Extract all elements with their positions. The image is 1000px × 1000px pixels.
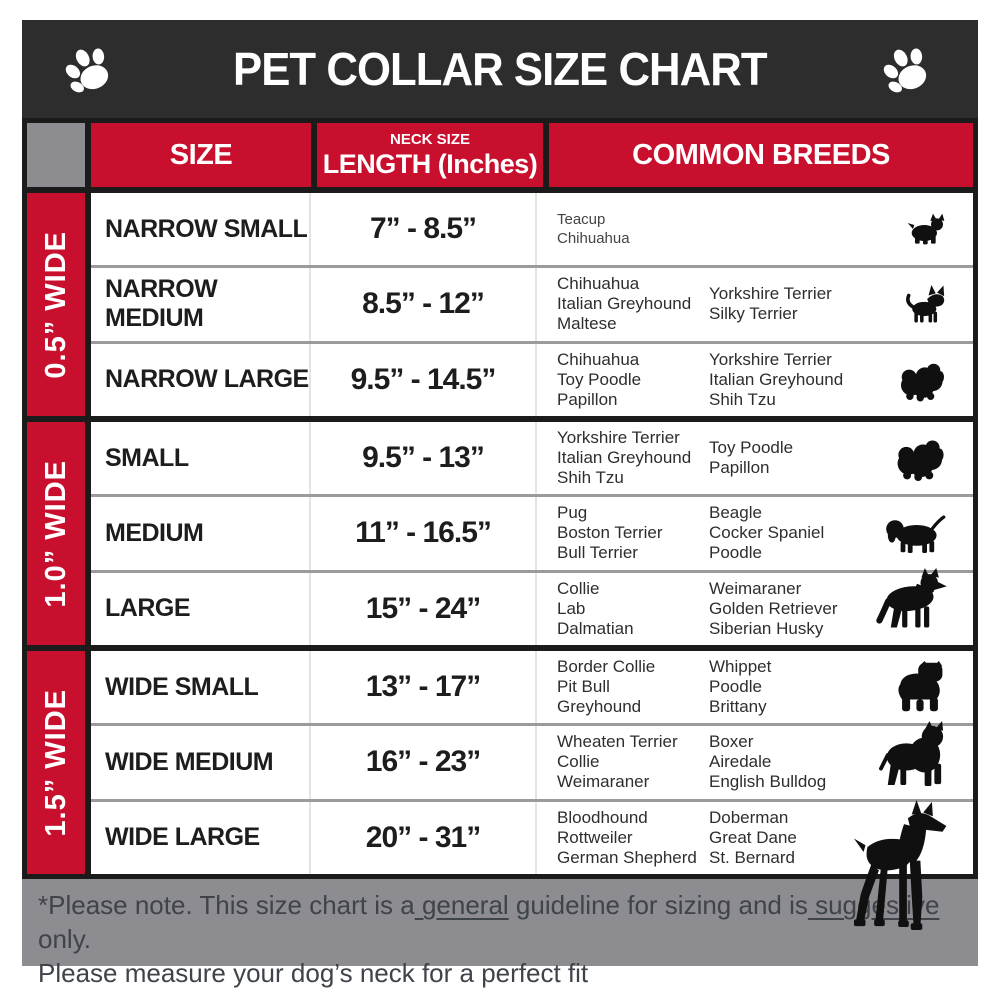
footnote-line-2: Please measure your dog’s neck for a per… [38, 958, 589, 988]
table-row-medium: MEDIUM 11” - 16.5” Pug Boston Terrier Bu… [91, 497, 973, 573]
neck-length: 8.5” - 12” [311, 268, 537, 341]
neck-length: 9.5” - 14.5” [311, 343, 537, 416]
beagle-icon [883, 511, 947, 556]
size-chart-table: SIZE NECK SIZE LENGTH (Inches) COMMON BR… [22, 118, 978, 930]
title-bar: PET COLLAR SIZE CHART [22, 20, 978, 118]
size-label: NARROW SMALL [91, 193, 311, 266]
width-label-1.5: 1.5” WIDE [27, 651, 85, 874]
table-row-narrow-medium: NARROW MEDIUM 8.5” - 12” Chihuahua Itali… [91, 268, 973, 344]
size-label: NARROW LARGE [91, 343, 311, 416]
size-label: LARGE [91, 572, 311, 645]
common-breeds: Teacup Chihuahua [537, 193, 973, 265]
paw-icon [878, 38, 940, 100]
column-header-row: SIZE NECK SIZE LENGTH (Inches) COMMON BR… [27, 123, 973, 187]
table-row-wide-large: WIDE LARGE 20” - 31” Bloodhound Rottweil… [91, 799, 973, 930]
table-row-wide-small: WIDE SMALL 13” - 17” Border Collie Pit B… [91, 651, 973, 727]
neck-length: 13” - 17” [311, 651, 537, 724]
yorkshire-terrier-icon [907, 212, 947, 246]
common-breeds: Wheaten Terrier Collie Weimaraner Boxer … [537, 721, 973, 798]
german-shepherd-icon [873, 567, 947, 631]
neck-length: 9.5” - 13” [311, 422, 537, 495]
table-row-small: SMALL 9.5” - 13” Yorkshire Terrier Itali… [91, 422, 973, 498]
width-label-1.0: 1.0” WIDE [27, 422, 85, 645]
size-label: WIDE MEDIUM [91, 726, 311, 799]
size-label: MEDIUM [91, 497, 311, 570]
table-row-narrow-small: NARROW SMALL 7” - 8.5” Teacup Chihuahua [91, 193, 973, 269]
column-header-neck-size: NECK SIZE LENGTH (Inches) [317, 123, 543, 187]
column-header-common-breeds: COMMON BREEDS [549, 123, 973, 187]
size-label: SMALL [91, 422, 311, 495]
table-row-wide-medium: WIDE MEDIUM 16” - 23” Wheaten Terrier Co… [91, 721, 973, 802]
corner-cell [27, 123, 85, 187]
doberman-icon [851, 799, 957, 954]
width-group-0.5: 0.5” WIDE NARROW SMALL 7” - 8.5” Teacup … [27, 193, 973, 416]
common-breeds: Pug Boston Terrier Bull Terrier Beagle C… [537, 497, 973, 569]
page-title: PET COLLAR SIZE CHART [233, 43, 768, 95]
neck-length: 20” - 31” [311, 801, 537, 874]
common-breeds: Chihuahua Italian Greyhound Maltese York… [537, 268, 973, 340]
size-label: WIDE LARGE [91, 801, 311, 874]
footnote: *Please note. This size chart is a gener… [22, 879, 978, 988]
common-breeds: Yorkshire Terrier Italian Greyhound Shih… [537, 422, 973, 494]
pit-bull-icon [879, 721, 947, 787]
neck-length: 16” - 23” [311, 726, 537, 799]
size-label: WIDE SMALL [91, 651, 311, 724]
common-breeds: Chihuahua Toy Poodle Papillon Yorkshire … [537, 344, 973, 416]
neck-length: 15” - 24” [311, 572, 537, 645]
size-label: NARROW MEDIUM [91, 268, 311, 341]
footnote-line-1: *Please note. This size chart is a gener… [38, 890, 940, 954]
common-breeds: Bloodhound Rottweiler German Shepherd Do… [537, 799, 973, 930]
neck-length: 11” - 16.5” [311, 497, 537, 570]
common-breeds: Border Collie Pit Bull Greyhound Whippet… [537, 651, 973, 723]
table-row-large: LARGE 15” - 24” Collie Lab Dalmatian Wei… [91, 567, 973, 645]
column-header-size: SIZE [91, 123, 311, 187]
paw-icon [60, 38, 122, 100]
shih-tzu-icon [895, 358, 947, 402]
bulldog-icon [893, 661, 947, 713]
common-breeds: Collie Lab Dalmatian Weimaraner Golden R… [537, 567, 973, 645]
width-group-1.0: 1.0” WIDE SMALL 9.5” - 13” Yorkshire Ter… [27, 422, 973, 645]
shih-tzu-icon [891, 435, 947, 482]
width-label-0.5: 0.5” WIDE [27, 193, 85, 416]
neck-length: 7” - 8.5” [311, 193, 537, 266]
width-group-1.5: 1.5” WIDE WIDE SMALL 13” - 17” Border Co… [27, 651, 973, 930]
table-row-narrow-large: NARROW LARGE 9.5” - 14.5” Chihuahua Toy … [91, 343, 973, 416]
chihuahua-icon [903, 284, 947, 324]
